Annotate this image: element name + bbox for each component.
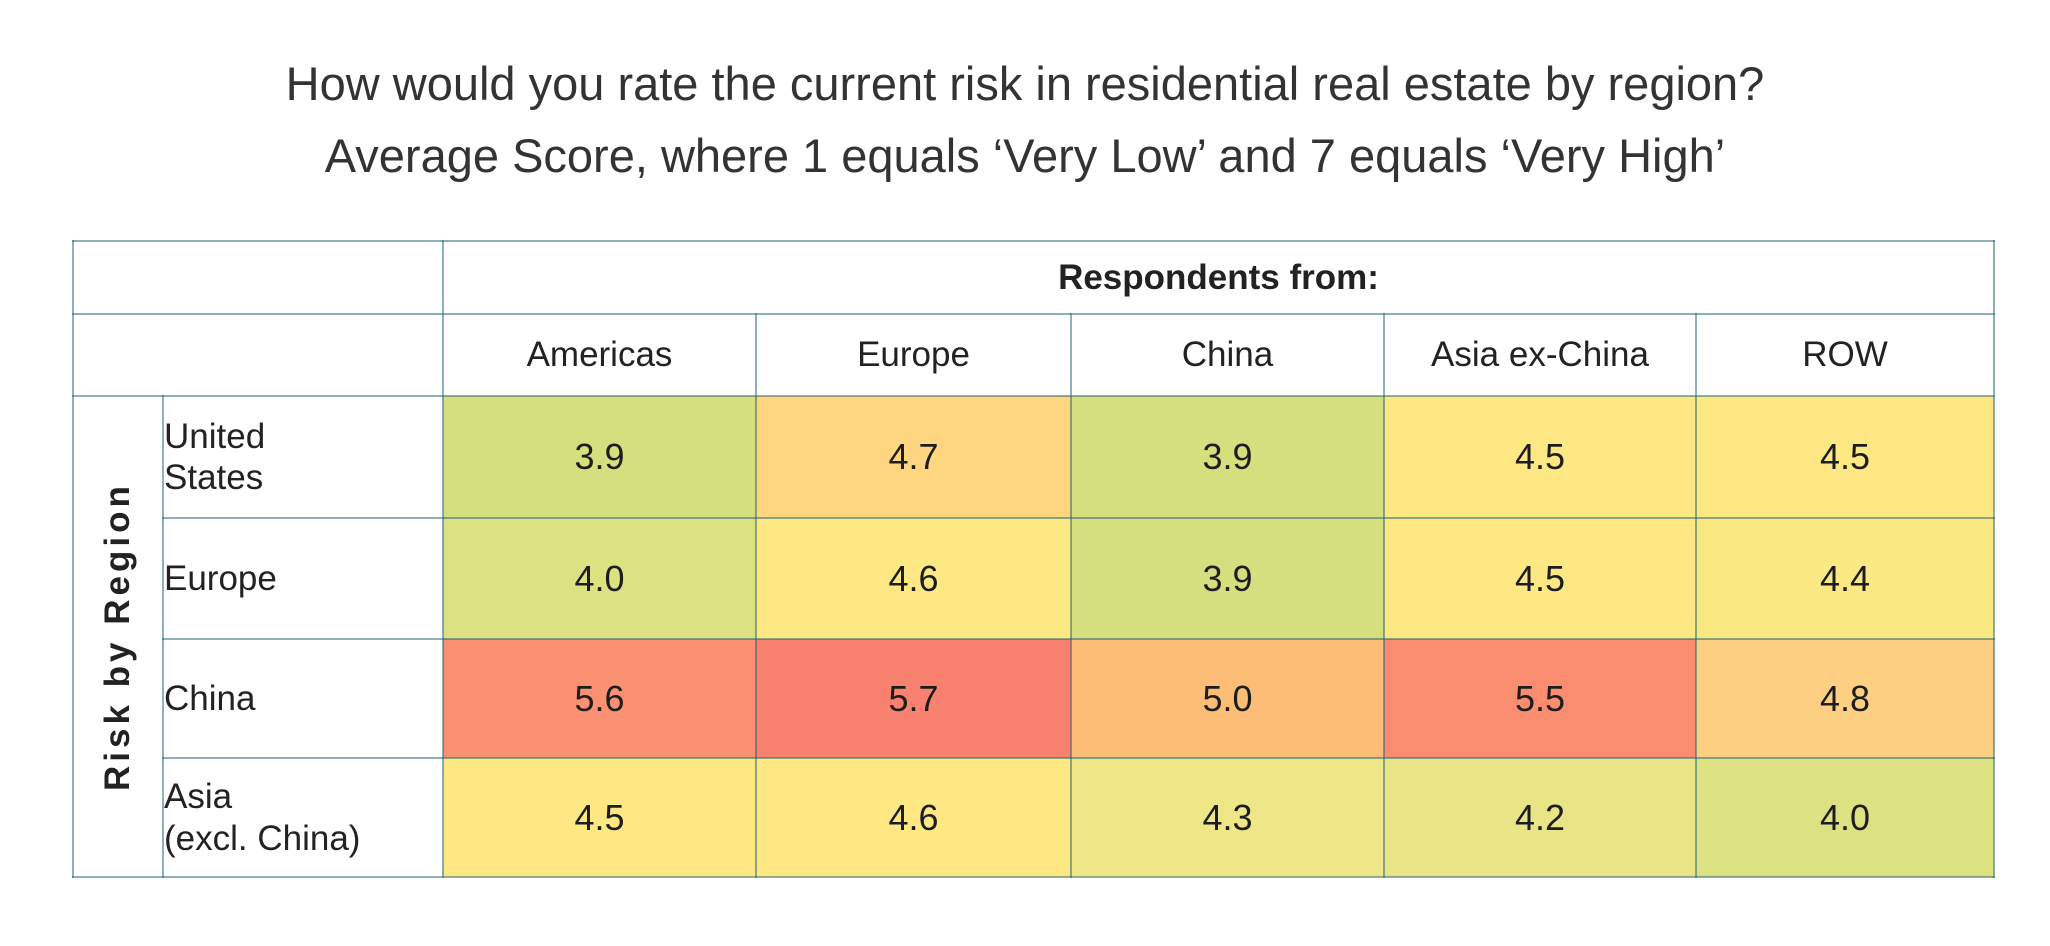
corner-spacer — [72, 240, 444, 315]
cell-united-states-europe: 4.7 — [755, 395, 1072, 519]
group-header: Respondents from: — [442, 240, 1995, 315]
cell-china-asia-ex-china: 5.5 — [1383, 638, 1697, 759]
cell-europe-asia-ex-china: 4.5 — [1383, 517, 1697, 640]
cell-china-row: 4.8 — [1695, 638, 1995, 759]
cell-asia-excl-china-row: 4.0 — [1695, 757, 1995, 878]
cell-united-states-americas: 3.9 — [442, 395, 757, 519]
cell-europe-europe: 4.6 — [755, 517, 1072, 640]
cell-asia-excl-china-asia-ex-china: 4.2 — [1383, 757, 1697, 878]
cell-europe-china: 3.9 — [1070, 517, 1385, 640]
cell-china-china: 5.0 — [1070, 638, 1385, 759]
row-axis-label: Risk by Region — [73, 396, 163, 877]
row-label-europe: Europe — [162, 517, 444, 640]
row-label-asia-excl-china: Asia (excl. China) — [162, 757, 444, 878]
cell-europe-americas: 4.0 — [442, 517, 757, 640]
cell-united-states-row: 4.5 — [1695, 395, 1995, 519]
corner-spacer — [72, 313, 444, 397]
column-header-china: China — [1070, 313, 1385, 397]
chart-title: How would you rate the current risk in r… — [285, 57, 1765, 110]
title-block: How would you rate the current risk in r… — [0, 48, 2050, 192]
cell-europe-row: 4.4 — [1695, 517, 1995, 640]
column-header-europe: Europe — [755, 313, 1072, 397]
column-header-row: ROW — [1695, 313, 1995, 397]
cell-china-europe: 5.7 — [755, 638, 1072, 759]
row-label-united-states: United States — [162, 395, 444, 519]
risk-heatmap-table: Respondents from: Americas Europe China … — [72, 240, 1995, 878]
row-label-china: China — [162, 638, 444, 759]
cell-united-states-asia-ex-china: 4.5 — [1383, 395, 1697, 519]
chart-subtitle: Average Score, where 1 equals ‘Very Low’… — [324, 129, 1726, 182]
cell-united-states-china: 3.9 — [1070, 395, 1385, 519]
cell-asia-excl-china-europe: 4.6 — [755, 757, 1072, 878]
cell-asia-excl-china-americas: 4.5 — [442, 757, 757, 878]
cell-asia-excl-china-china: 4.3 — [1070, 757, 1385, 878]
column-header-asia-ex-china: Asia ex-China — [1383, 313, 1697, 397]
column-header-americas: Americas — [442, 313, 757, 397]
cell-china-americas: 5.6 — [442, 638, 757, 759]
